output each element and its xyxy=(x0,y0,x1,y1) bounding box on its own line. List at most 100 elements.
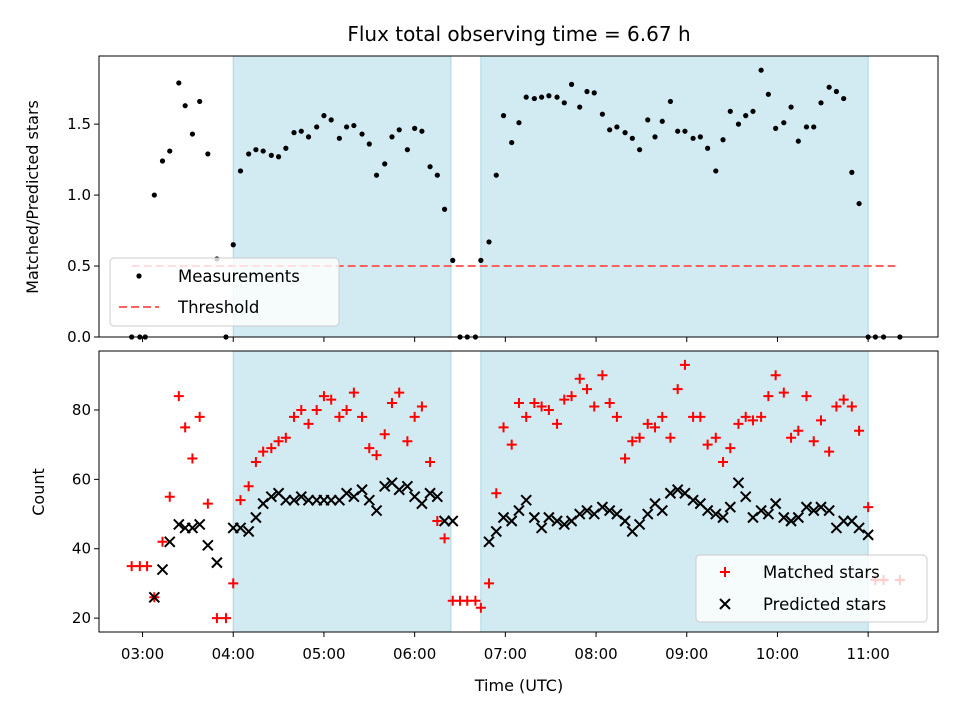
matched-star-point xyxy=(243,481,254,492)
matched-star-point xyxy=(786,432,797,443)
matched-star-point xyxy=(854,425,865,436)
measurement-point xyxy=(159,158,166,164)
bottom-y-tick-label: 60 xyxy=(72,470,91,488)
x-axis-label: Time (UTC) xyxy=(474,676,563,695)
measurement-point xyxy=(434,172,440,178)
predicted-star-point xyxy=(755,504,767,517)
predicted-star-point xyxy=(528,511,541,524)
predicted-star-point xyxy=(551,515,563,527)
predicted-star-point xyxy=(853,522,865,534)
predicted-star-point xyxy=(596,501,609,513)
measurement-point xyxy=(531,95,537,102)
predicted-star-point xyxy=(574,508,586,520)
matched-star-point xyxy=(142,561,153,572)
measurement-point xyxy=(675,128,681,134)
measurement-point xyxy=(554,94,560,100)
measurement-point xyxy=(382,161,388,167)
bottom-y-tick-label: 80 xyxy=(72,401,91,419)
measurement-point xyxy=(189,131,196,137)
matched-star-point xyxy=(589,401,600,412)
matched-star-point xyxy=(634,432,645,443)
matched-star-point xyxy=(627,436,638,447)
measurement-point xyxy=(516,120,522,126)
predicted-star-point xyxy=(535,522,548,534)
legend-predicted-marker xyxy=(719,598,731,610)
legend-box xyxy=(695,554,928,623)
predicted-star-point xyxy=(520,494,532,506)
measurement-point xyxy=(539,94,545,100)
matched-star-point xyxy=(763,391,774,402)
matched-star-point xyxy=(173,391,184,402)
predicted-star-point xyxy=(732,477,745,489)
x-tick-label: 03:00 xyxy=(121,645,164,663)
matched-star-point xyxy=(334,411,345,422)
matched-star-point xyxy=(228,578,239,589)
bottom-data-marks xyxy=(126,359,905,624)
matched-star-point xyxy=(521,411,532,422)
measurement-point xyxy=(486,239,492,245)
predicted-star-point xyxy=(186,522,199,534)
matched-star-point xyxy=(439,533,450,544)
measurement-point xyxy=(705,145,711,151)
measurement-point xyxy=(359,131,365,137)
matched-star-point xyxy=(194,411,205,422)
predicted-star-point xyxy=(642,508,654,520)
measurement-point xyxy=(328,117,334,123)
top-y-tick-label: 1.0 xyxy=(67,186,91,204)
matched-star-point xyxy=(846,401,857,412)
measurement-point xyxy=(237,168,244,174)
predicted-star-point xyxy=(762,508,775,520)
matched-star-point xyxy=(824,446,835,457)
predicted-star-point xyxy=(558,518,571,531)
measurement-point xyxy=(568,81,575,87)
predicted-star-point xyxy=(633,518,646,531)
measurement-point xyxy=(230,242,236,248)
predicted-star-point xyxy=(211,556,223,569)
matched-star-point xyxy=(348,387,359,398)
matched-star-point xyxy=(815,415,826,426)
matched-star-point xyxy=(529,398,540,409)
predicted-star-point xyxy=(416,497,428,510)
measurement-point xyxy=(765,91,771,97)
matched-star-point xyxy=(733,418,744,429)
bottom-axes-frame xyxy=(98,350,939,633)
measurement-point xyxy=(636,147,643,153)
x-tick-label: 05:00 xyxy=(302,645,345,663)
predicted-star-point xyxy=(280,494,292,506)
measurement-point xyxy=(803,124,810,130)
x-tick-label: 09:00 xyxy=(665,645,708,663)
matched-star-point xyxy=(672,384,683,395)
predicted-star-point xyxy=(785,515,797,527)
predicted-star-point xyxy=(710,508,722,520)
measurement-point xyxy=(205,151,211,157)
matched-star-point xyxy=(498,422,509,433)
bottom-y-tick-label: 40 xyxy=(72,540,91,558)
predicted-star-point xyxy=(619,515,631,527)
measurement-point xyxy=(246,151,252,157)
matched-star-point xyxy=(394,387,405,398)
matched-star-point xyxy=(318,391,329,402)
matched-star-point xyxy=(650,422,661,433)
predicted-star-point xyxy=(401,480,414,493)
legend-threshold-label: Threshold xyxy=(177,298,259,317)
measurement-point xyxy=(659,118,665,124)
predicted-star-point xyxy=(250,511,262,524)
measurement-point xyxy=(314,124,320,130)
measurement-point xyxy=(396,127,402,133)
measurement-point xyxy=(291,130,297,136)
matched-star-point xyxy=(164,491,175,502)
matched-star-point xyxy=(280,432,291,443)
measurement-point xyxy=(176,80,182,86)
predicted-star-point xyxy=(325,494,337,506)
measurement-point xyxy=(856,200,862,207)
predicted-star-point xyxy=(356,484,368,496)
measurement-point xyxy=(523,94,529,100)
matched-star-point xyxy=(718,457,729,468)
matched-star-point xyxy=(559,394,570,405)
measurement-point xyxy=(607,127,613,133)
measurement-point xyxy=(321,113,327,119)
matched-star-point xyxy=(416,401,427,412)
matched-star-point xyxy=(513,398,524,409)
measurement-point xyxy=(713,168,719,174)
matched-star-point xyxy=(863,502,874,513)
